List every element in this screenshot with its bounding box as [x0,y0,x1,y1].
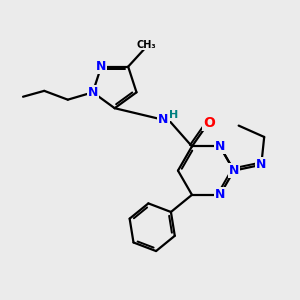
Text: N: N [88,86,98,99]
Text: N: N [229,164,239,177]
Text: N: N [96,60,106,73]
Text: N: N [215,140,225,153]
Text: CH₃: CH₃ [137,40,157,50]
Text: N: N [256,158,266,171]
Text: O: O [203,116,215,130]
Text: H: H [169,110,178,121]
Text: N: N [158,113,169,126]
Text: N: N [215,188,225,201]
